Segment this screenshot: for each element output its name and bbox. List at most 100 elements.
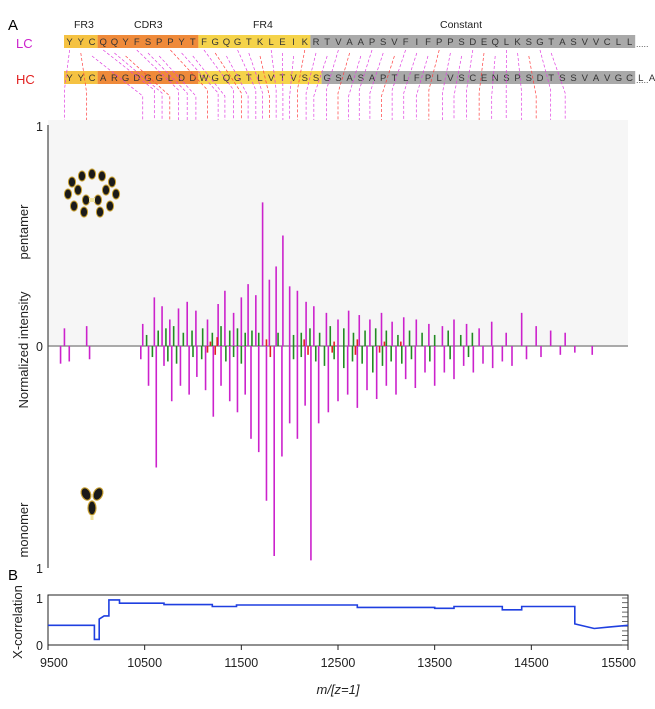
residue: I — [415, 37, 418, 48]
residue: T — [391, 73, 397, 84]
residue: Y — [66, 73, 73, 84]
region-label-fr4: FR4 — [253, 19, 273, 31]
pentamer-subunit — [108, 177, 115, 187]
residue: A — [346, 73, 353, 84]
residue: V — [582, 37, 589, 48]
residue: L — [616, 37, 621, 48]
residue: C — [626, 73, 633, 84]
lc-label: LC — [16, 36, 33, 51]
residue: C — [89, 37, 96, 48]
residue: S — [526, 73, 532, 84]
label-monomer: monomer — [16, 502, 31, 558]
residue: V — [604, 73, 611, 84]
residue: V — [593, 37, 600, 48]
residue: W — [200, 73, 209, 84]
residue: S — [380, 37, 386, 48]
pentamer-subunit — [96, 207, 103, 217]
residue: T — [548, 73, 554, 84]
residue: L — [269, 37, 274, 48]
residue: V — [582, 73, 589, 84]
residue: L — [257, 73, 262, 84]
residue: P — [369, 37, 375, 48]
residue: C — [469, 73, 476, 84]
panel-label-b: B — [8, 567, 18, 584]
residue: F — [425, 37, 431, 48]
residue: A — [593, 73, 600, 84]
residue: C — [89, 73, 96, 84]
residue: F — [403, 37, 409, 48]
residue: E — [481, 73, 487, 84]
y-axis-title-a: Normalized intensity — [16, 291, 31, 409]
pentamer-subunit — [102, 185, 109, 195]
residue: V — [335, 37, 342, 48]
residue: G — [144, 73, 151, 84]
residue: D — [537, 73, 544, 84]
residue: Q — [100, 37, 107, 48]
residue: P — [167, 37, 173, 48]
residue: G — [234, 73, 241, 84]
region-label-fr3: FR3 — [74, 19, 94, 31]
lc-ellipsis: ..... — [636, 39, 649, 49]
residue: V — [391, 37, 398, 48]
residue: Y — [78, 37, 85, 48]
y-tick-bottom: 1 — [36, 562, 43, 576]
residue: G — [536, 37, 543, 48]
pentamer-subunit — [70, 201, 77, 211]
pentamer-subunit — [88, 169, 95, 179]
pentamer-subunit — [112, 189, 119, 199]
residue: S — [358, 73, 364, 84]
residue: S — [302, 73, 308, 84]
panel-label-a: A — [8, 17, 18, 34]
residue: L — [627, 37, 632, 48]
pentamer-subunit — [80, 207, 87, 217]
hc-ellipsis: ..... — [636, 75, 649, 85]
x-tick-label: 13500 — [417, 656, 452, 670]
residue: V — [268, 73, 275, 84]
residue: P — [447, 37, 453, 48]
residue: R — [313, 37, 320, 48]
x-axis-title: m/[z=1] — [317, 682, 360, 697]
residue: T — [324, 37, 330, 48]
residue: T — [548, 37, 554, 48]
residue: P — [380, 73, 386, 84]
residue: P — [425, 73, 431, 84]
residue: F — [201, 37, 207, 48]
x-tick-label: 12500 — [321, 656, 356, 670]
pentamer-subunit — [106, 201, 113, 211]
residue: R — [111, 73, 118, 84]
residue: Q — [223, 37, 230, 48]
pentamer-subunit — [68, 177, 75, 187]
pentamer-core — [89, 198, 95, 202]
residue: E — [279, 37, 285, 48]
residue: D — [178, 73, 185, 84]
region-label-constant: Constant — [440, 19, 482, 31]
residue: D — [469, 37, 476, 48]
pentamer-subunit — [78, 171, 85, 181]
residue: A — [358, 37, 365, 48]
xcorr-series-line — [48, 600, 628, 640]
pentamer-subunit — [98, 171, 105, 181]
y-tick-top: 1 — [36, 120, 43, 134]
residue: S — [335, 73, 341, 84]
residue: S — [458, 73, 464, 84]
residue: Y — [66, 37, 73, 48]
residue: G — [212, 37, 219, 48]
y-tick-zero: 0 — [36, 340, 43, 354]
residue: P — [156, 37, 162, 48]
antibody-monomer-icon — [79, 486, 105, 520]
residue: F — [134, 37, 140, 48]
pentamer-subunit — [82, 195, 89, 205]
residue: Y — [178, 37, 185, 48]
region-label-cdr3: CDR3 — [134, 19, 163, 31]
pentamer-subunit — [64, 189, 71, 199]
residue: A — [346, 37, 353, 48]
xcorr-y-tick-1: 1 — [36, 592, 43, 606]
xcorr-y-tick-0: 0 — [36, 639, 43, 653]
residue: S — [570, 73, 576, 84]
